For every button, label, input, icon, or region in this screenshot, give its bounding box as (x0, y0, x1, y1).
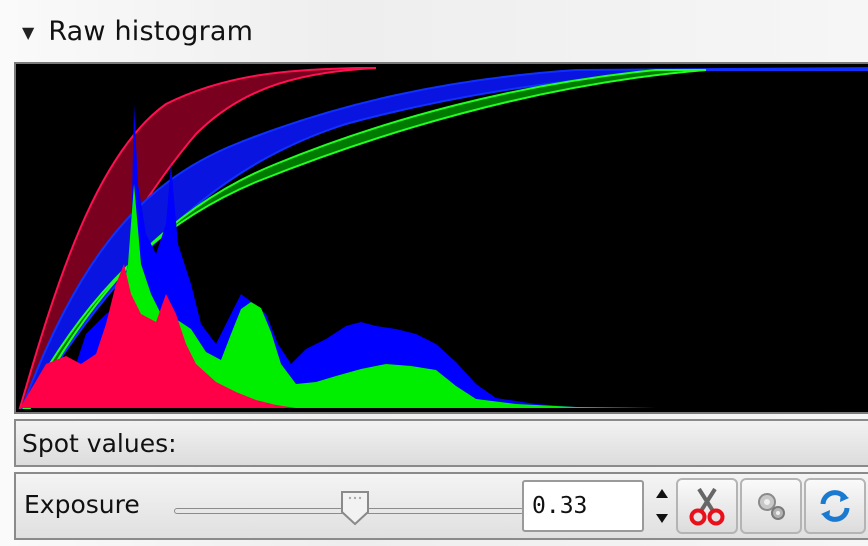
spot-values-label: Spot values: (22, 428, 177, 458)
exposure-row: Exposure 0.33 (14, 472, 868, 540)
refresh-icon (820, 490, 850, 522)
exposure-slider-handle[interactable] (339, 490, 371, 526)
histogram-blue-fill (56, 104, 636, 408)
panel-header[interactable]: ▼ Raw histogram (0, 0, 868, 62)
refresh-button[interactable] (804, 478, 866, 534)
scissors-button[interactable] (676, 478, 738, 534)
scissors-icon (689, 487, 725, 526)
exposure-spin-arrows[interactable] (648, 480, 676, 534)
exposure-value: 0.33 (532, 493, 588, 519)
histogram-green-fill (56, 184, 656, 408)
histogram-green-band (22, 69, 707, 409)
histogram-canvas (14, 62, 868, 414)
gears-button[interactable] (740, 478, 802, 534)
histogram-red-fill (20, 264, 296, 408)
spot-values-row: Spot values: (14, 419, 868, 467)
exposure-value-input[interactable]: 0.33 (522, 480, 644, 532)
panel-title: Raw histogram (48, 15, 254, 47)
exposure-label: Exposure (24, 490, 140, 519)
collapse-triangle-icon[interactable]: ▼ (22, 22, 35, 42)
gears-icon (758, 493, 785, 520)
